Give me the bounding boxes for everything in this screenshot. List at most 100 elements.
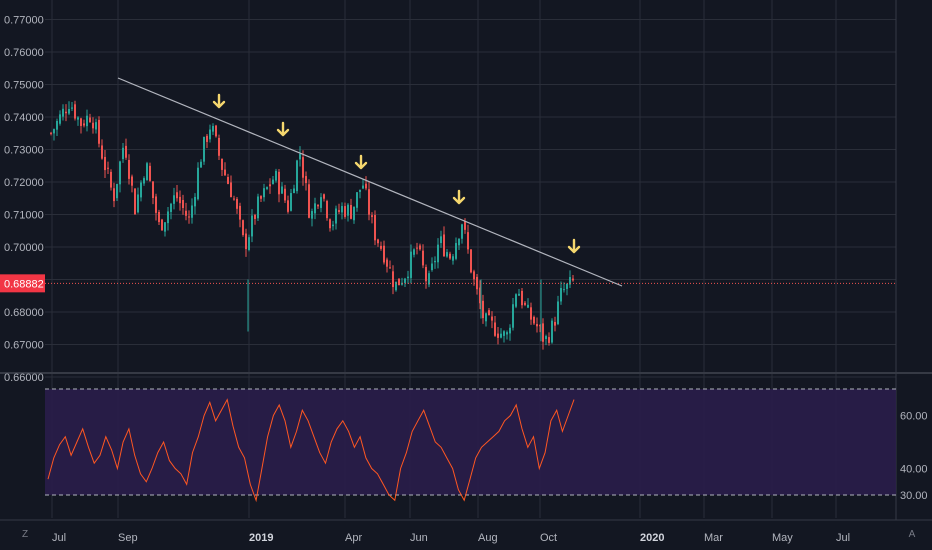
- candle-body: [503, 331, 505, 336]
- candle-body: [242, 220, 244, 235]
- candle-body: [296, 160, 298, 192]
- candle-body: [98, 119, 100, 144]
- candle-body: [395, 281, 397, 291]
- candle-body: [137, 194, 139, 213]
- candle-body: [179, 196, 181, 204]
- candle-body: [449, 253, 451, 259]
- candle-body: [74, 104, 76, 119]
- auto-scale-button[interactable]: A: [908, 529, 916, 540]
- candle-body: [425, 267, 427, 282]
- candle-body: [509, 327, 511, 334]
- candle-body: [521, 290, 523, 306]
- time-tick-label: Jul: [52, 532, 66, 544]
- candle-body: [182, 199, 184, 208]
- candle-body: [515, 294, 517, 307]
- down-arrow-icon: [276, 121, 290, 137]
- candle-body: [164, 222, 166, 232]
- zoom-reset-button[interactable]: Z: [21, 529, 29, 540]
- candle-body: [524, 302, 526, 305]
- candle-body: [83, 123, 85, 126]
- candle-body: [71, 107, 73, 109]
- candle-body: [371, 215, 373, 217]
- price-tick-label: 0.74000: [4, 112, 44, 124]
- candle-body: [134, 188, 136, 215]
- candle-body: [458, 238, 460, 246]
- candle-body: [170, 203, 172, 212]
- candle-body: [539, 325, 541, 327]
- candle-body: [353, 206, 355, 221]
- candle-body: [257, 196, 259, 219]
- time-tick-label: Sep: [118, 532, 138, 544]
- candle-body: [572, 278, 574, 281]
- price-tick-label: 0.68000: [4, 307, 44, 319]
- candle-body: [569, 277, 571, 285]
- candle-body: [50, 132, 52, 134]
- candle-body: [149, 165, 151, 181]
- candle-body: [530, 307, 532, 320]
- time-tick-label: Jul: [836, 532, 850, 544]
- candle-body: [191, 205, 193, 218]
- candle-body: [422, 250, 424, 266]
- arrow-head: [567, 245, 581, 254]
- price-axis[interactable]: 0.77000 0.76000 0.75000 0.74000 0.73000 0.720…: [0, 15, 45, 385]
- candle-body: [251, 215, 253, 237]
- candle-body: [290, 193, 292, 211]
- candle-body: [224, 169, 226, 176]
- time-axis[interactable]: Jul Sep 2019 Apr Jun Aug Oct 2020 Mar May Jul: [52, 532, 850, 544]
- candle-body: [410, 251, 412, 278]
- candle-body: [335, 208, 337, 224]
- candle-body: [374, 215, 376, 241]
- candle-body: [86, 115, 88, 127]
- price-tick-label: 0.72000: [4, 177, 44, 189]
- candle-body: [122, 147, 124, 160]
- down-arrow-icon: [452, 189, 466, 205]
- candle-body: [407, 276, 409, 279]
- arrow-head: [276, 128, 290, 137]
- candle-body: [299, 153, 301, 160]
- last-price-tag: [0, 274, 45, 293]
- candle-body: [332, 224, 334, 227]
- candle-body: [398, 278, 400, 286]
- candle-body: [113, 188, 115, 202]
- candle-body: [293, 188, 295, 194]
- oscillator-axis[interactable]: 60.00 40.00 30.00: [900, 411, 928, 503]
- candle-body: [440, 236, 442, 244]
- candle-body: [131, 176, 133, 186]
- candle-body: [512, 304, 514, 328]
- candle-body: [287, 200, 289, 212]
- candle-body: [161, 219, 163, 231]
- candle-body: [284, 188, 286, 201]
- candle-body: [146, 163, 148, 181]
- candle-body: [239, 205, 241, 220]
- candle-body: [536, 324, 538, 327]
- candle-body: [368, 189, 370, 215]
- candle-body: [467, 232, 469, 250]
- oscillator-series: [47, 398, 575, 503]
- candle-body: [254, 214, 256, 219]
- candle-body: [563, 289, 565, 291]
- candle-body: [263, 188, 265, 198]
- candle-body: [338, 210, 340, 212]
- candle-body: [269, 184, 271, 187]
- candle-body: [65, 111, 67, 114]
- candle-body: [176, 192, 178, 199]
- candle-body: [317, 205, 319, 207]
- candle-body: [347, 204, 349, 216]
- price-tick-label: 0.66000: [4, 372, 44, 384]
- candle-body: [548, 337, 550, 343]
- candle-body: [89, 117, 91, 123]
- candle-body: [551, 320, 553, 343]
- candle-body: [194, 196, 196, 207]
- candle-body: [92, 122, 94, 129]
- candle-body: [215, 125, 217, 137]
- candle-body: [437, 244, 439, 263]
- price-tick-label: 0.73000: [4, 145, 44, 157]
- last-price-label: 0.68882: [4, 278, 44, 290]
- candle-body: [221, 158, 223, 170]
- candle-body: [533, 316, 535, 324]
- candle-body: [473, 271, 475, 280]
- candle-body: [479, 287, 481, 304]
- candle-body: [380, 245, 382, 249]
- candle-body: [278, 171, 280, 195]
- candle-body: [413, 249, 415, 255]
